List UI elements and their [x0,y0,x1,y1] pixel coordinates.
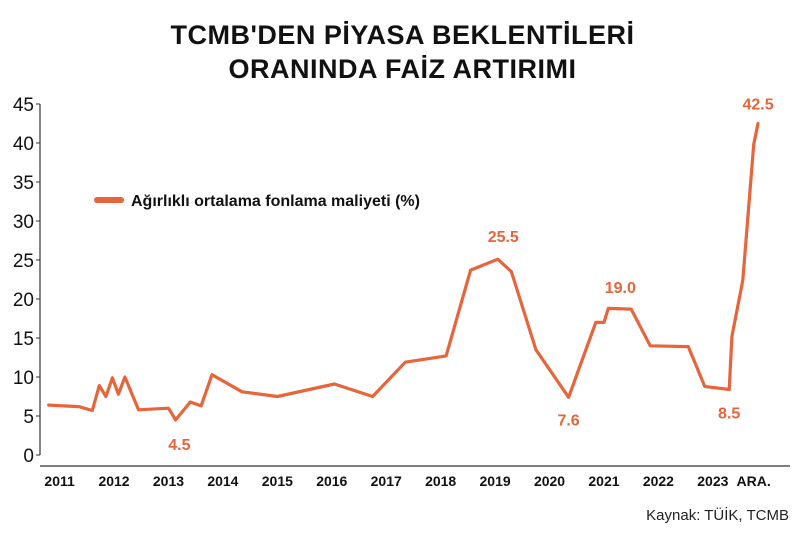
y-tick-label: 25 [13,251,34,272]
x-tick-label: 2018 [425,473,456,489]
x-tick-label: 2015 [262,473,293,489]
source-note: Kaynak: TÜİK, TCMB [646,507,789,524]
chart-title-line-2: ORANINDA FAİZ ARTIRIMI [228,54,577,84]
chart-title: TCMB'DEN PİYASA BEKLENTİLERİ ORANINDA FA… [0,18,805,86]
x-tick-label: 2011 [44,473,75,489]
x-tick-label: 2019 [480,473,511,489]
data-label: 19.0 [605,280,636,297]
x-axis: 2011 2012 2013 2014 2015 2016 2017 2018 2019 2020… [40,465,790,489]
series-layer [47,121,760,422]
x-tick-label: 2013 [153,473,184,489]
annotation-layer: 4.5 25.5 7.6 19.0 8.5 42.5 [168,97,773,454]
x-tick-label: 2023 [697,473,728,489]
x-tick-label: 2014 [207,473,238,489]
y-tick-label: 10 [13,368,34,389]
y-tick-label: 5 [23,407,34,428]
data-label: 7.6 [557,413,579,430]
x-tick-label: 2022 [643,473,674,489]
y-tick-label: 40 [13,134,34,155]
y-tick-label: 15 [13,329,34,350]
chart-title-line-1: TCMB'DEN PİYASA BEKLENTİLERİ [170,20,635,50]
legend: Ağırlıklı ortalama fonlama maliyeti (%) [94,193,420,210]
legend-label: Ağırlıklı ortalama fonlama maliyeti (%) [131,193,420,210]
y-tick-label: 35 [13,173,34,194]
x-tick-label: 2012 [98,473,129,489]
data-label: 8.5 [718,406,740,423]
x-tick-label: 2021 [588,473,619,489]
x-tick-label: 2020 [534,473,565,489]
data-label: 25.5 [488,229,519,246]
y-tick-label: 30 [13,212,34,233]
data-label: 42.5 [742,97,773,114]
x-tick-label: ARA. [737,473,771,489]
data-label: 4.5 [168,437,190,454]
x-tick-label: 2017 [371,473,402,489]
x-tick-label: 2016 [316,473,347,489]
y-tick-label: 45 [13,95,34,116]
y-tick-label: 20 [13,290,34,311]
series-line [47,121,760,422]
y-tick-label: 0 [23,446,34,467]
y-axis: 0 5 10 15 20 25 30 35 40 45 [13,95,41,467]
